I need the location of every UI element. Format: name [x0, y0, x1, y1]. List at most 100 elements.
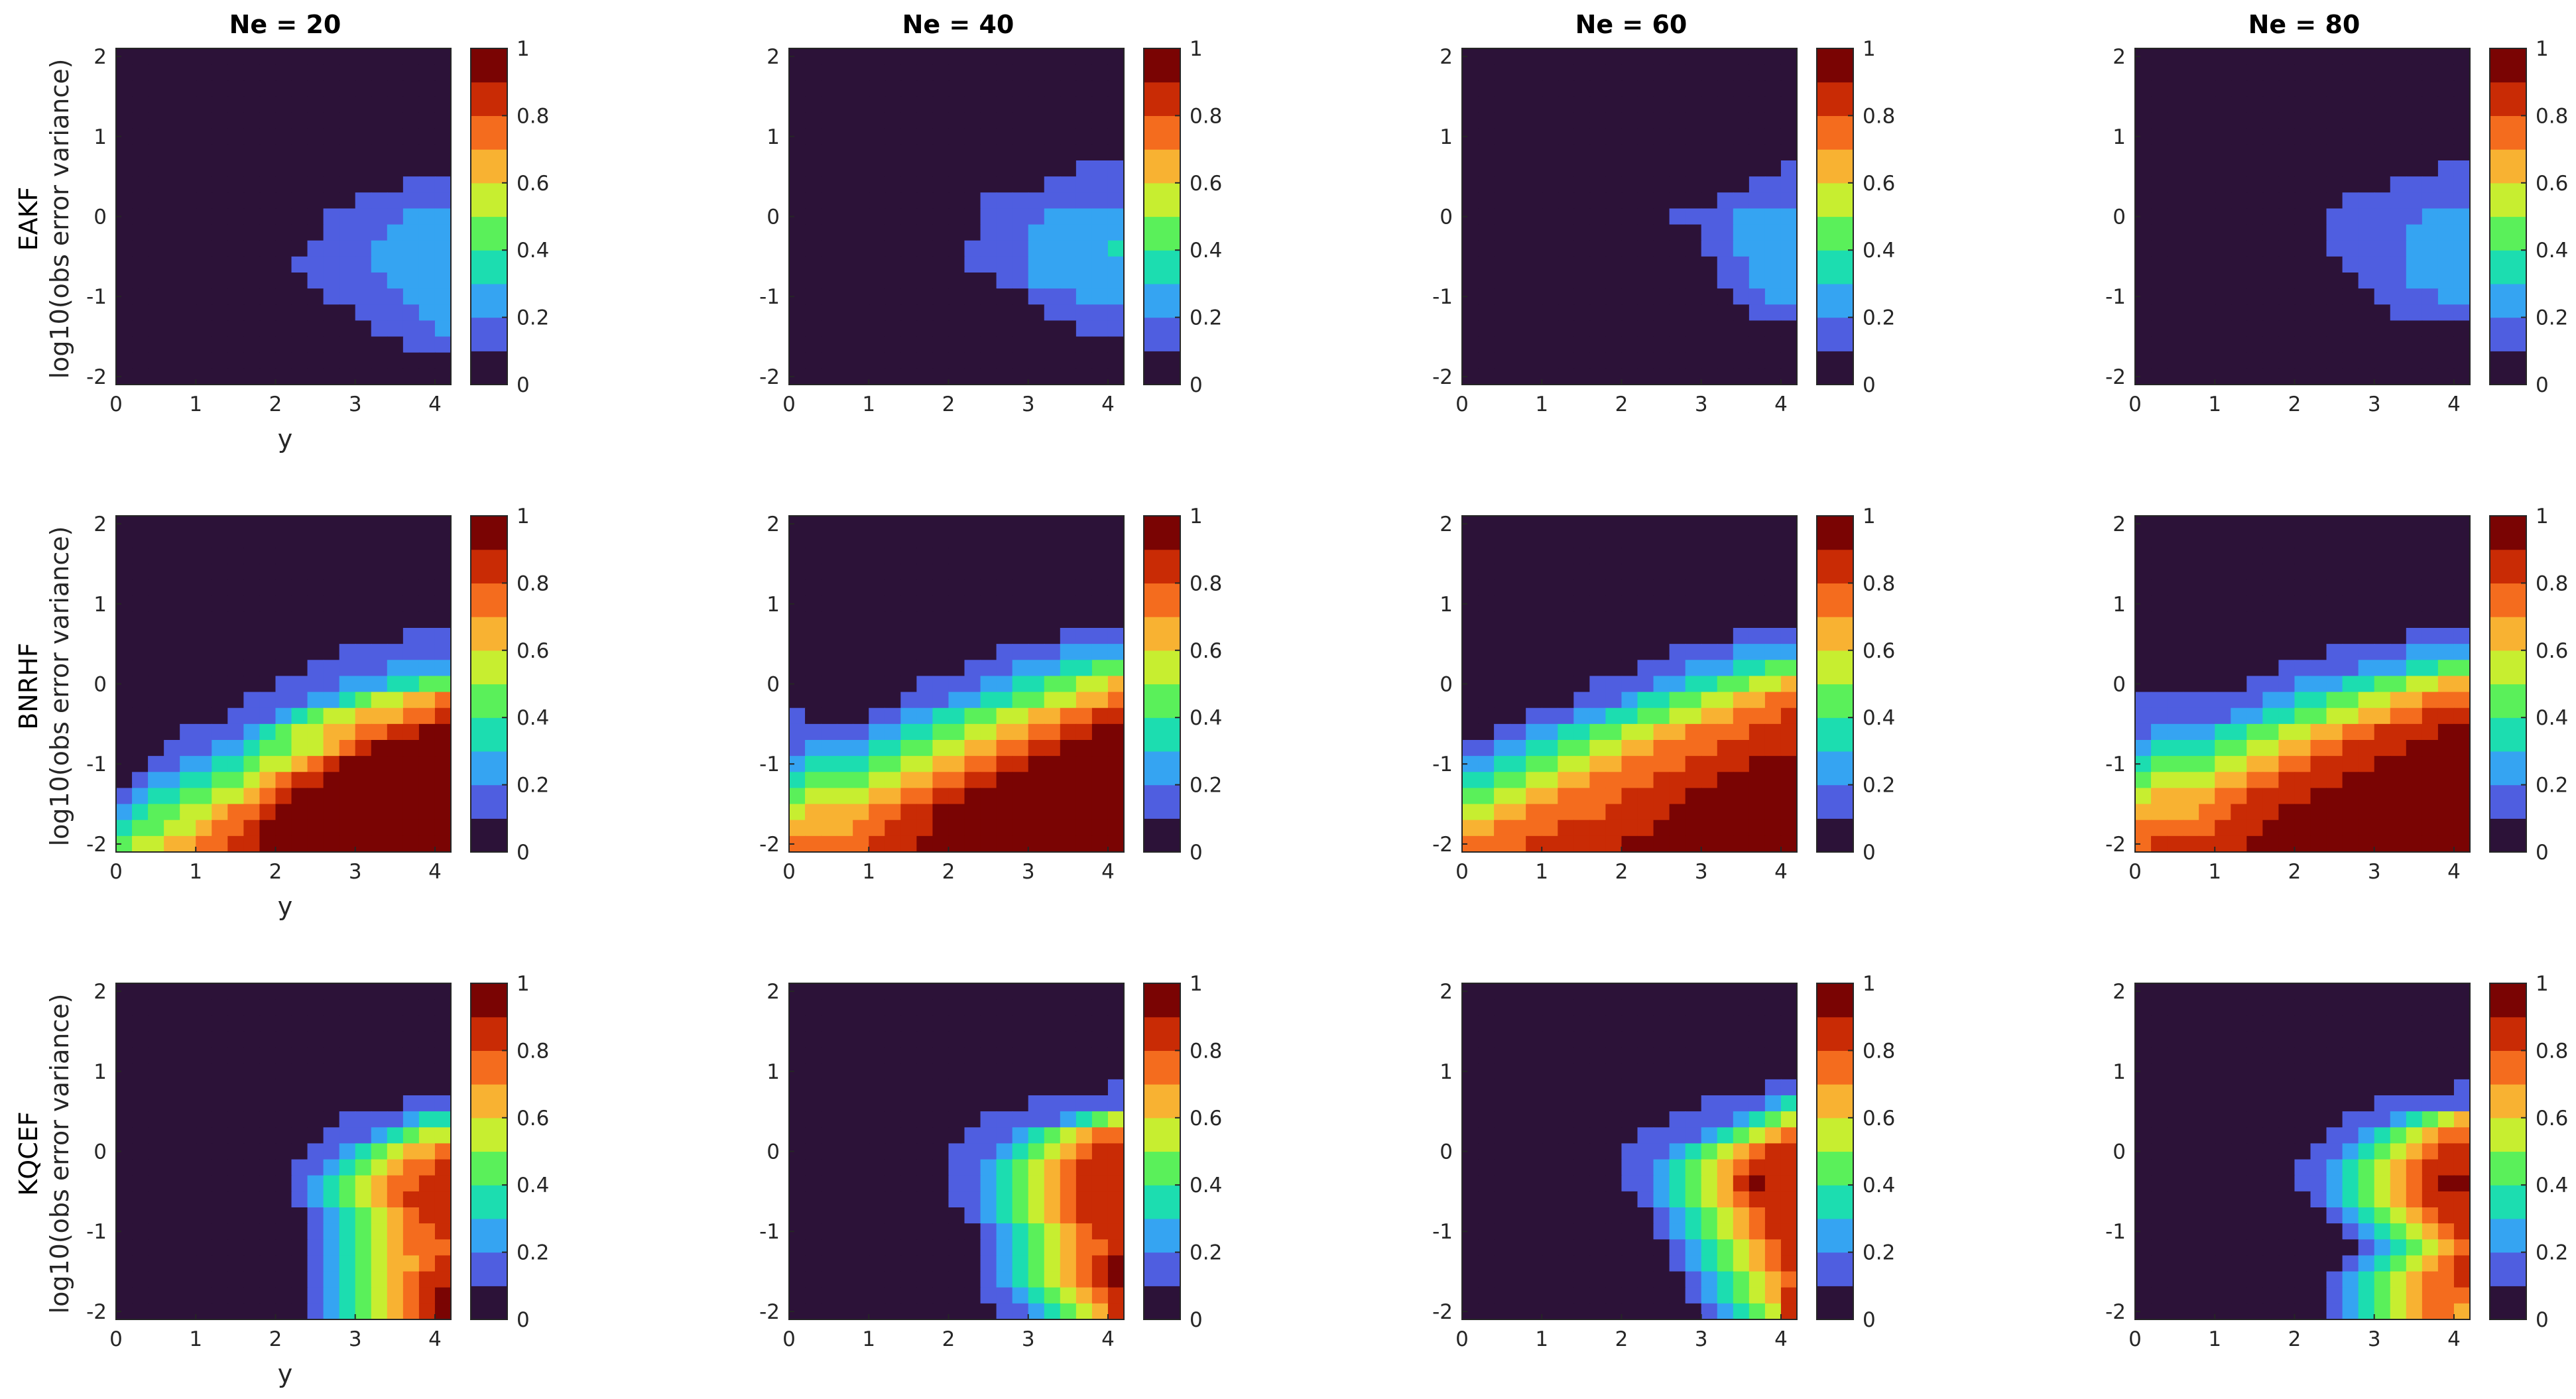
heatmap-cell — [916, 772, 934, 789]
heatmap-cell — [387, 96, 404, 113]
heatmap-cell — [196, 611, 213, 629]
heatmap-cell — [1764, 723, 1782, 741]
heatmap-cell — [275, 368, 292, 385]
heatmap-cell — [1605, 516, 1623, 532]
heatmap-cell — [1573, 304, 1591, 322]
heatmap-cell — [2390, 579, 2407, 597]
colorbar-tick-label: 1 — [517, 37, 530, 61]
heatmap-cell — [259, 692, 276, 709]
heatmap-cell — [2135, 224, 2152, 241]
heatmap-cell — [916, 368, 934, 385]
heatmap-cell — [1589, 628, 1607, 644]
heatmap-cell — [371, 208, 388, 225]
colorbar-segment — [1144, 617, 1180, 651]
heatmap-cell — [1478, 516, 1495, 532]
heatmap-cell — [307, 707, 324, 725]
heatmap-cell — [2342, 176, 2359, 194]
heatmap-cell — [1012, 788, 1029, 805]
heatmap-cell — [1573, 723, 1591, 741]
heatmap-cell — [837, 772, 853, 789]
heatmap-cell — [2406, 676, 2423, 693]
heatmap-cell — [1573, 548, 1591, 565]
heatmap-cell — [2310, 644, 2327, 661]
heatmap-cell — [1701, 548, 1718, 565]
heatmap-cell — [196, 772, 213, 789]
heatmap-cell — [434, 1063, 452, 1080]
heatmap-cell — [1733, 336, 1750, 353]
heatmap-cell — [434, 820, 452, 837]
heatmap-cell — [2437, 756, 2455, 773]
heatmap-cell — [1060, 1255, 1077, 1272]
heatmap-cell — [291, 1015, 308, 1032]
heatmap-cell — [1542, 579, 1559, 597]
heatmap-cell — [180, 1191, 197, 1208]
heatmap-cell — [196, 224, 213, 241]
heatmap-cell — [2422, 516, 2439, 532]
heatmap-cell — [789, 144, 806, 161]
heatmap-cell — [1780, 320, 1798, 337]
heatmap-cell — [1510, 320, 1526, 337]
heatmap-cell — [1764, 208, 1782, 225]
heatmap-cell — [275, 532, 292, 549]
heatmap-cell — [1091, 1143, 1109, 1160]
heatmap-cell — [1478, 548, 1495, 565]
heatmap-cell — [1637, 256, 1654, 273]
heatmap-cell — [1494, 835, 1510, 853]
heatmap-cell — [948, 1079, 965, 1096]
heatmap-cell — [291, 1143, 308, 1160]
heatmap-cell — [275, 1271, 292, 1288]
heatmap-cell — [1075, 1127, 1093, 1144]
heatmap-cell — [323, 1047, 340, 1064]
heatmap-cell — [402, 611, 420, 629]
heatmap-cell — [339, 273, 356, 289]
heatmap-cell — [259, 368, 276, 385]
heatmap-cell — [323, 740, 340, 757]
heatmap-cell — [885, 1031, 902, 1048]
heatmap-cell — [1494, 160, 1510, 177]
heatmap-cell — [2374, 288, 2391, 306]
heatmap-cell — [1542, 368, 1559, 385]
colorbar-segment — [1144, 182, 1180, 217]
heatmap-cell — [164, 835, 180, 853]
heatmap-cell — [1462, 176, 1479, 194]
heatmap-cell — [434, 1143, 452, 1160]
colorbar-segment — [471, 1252, 507, 1286]
heatmap-cell — [1510, 352, 1526, 369]
heatmap-cell — [2199, 144, 2216, 161]
heatmap-cell — [2262, 112, 2280, 129]
heatmap-cell — [291, 160, 308, 177]
heatmap-cell — [1685, 192, 1702, 210]
heatmap-cell — [1542, 740, 1559, 757]
heatmap-cell — [1044, 1255, 1061, 1272]
heatmap-cell — [1701, 983, 1718, 1000]
heatmap-cell — [418, 192, 436, 210]
heatmap-cell — [1107, 112, 1125, 129]
heatmap-cell — [2310, 595, 2327, 613]
heatmap-cell — [853, 1223, 870, 1241]
heatmap-cell — [1012, 772, 1029, 789]
heatmap-cell — [2183, 692, 2199, 709]
heatmap-cell — [259, 336, 276, 353]
heatmap-cell — [355, 1159, 372, 1176]
heatmap-cell — [434, 304, 452, 322]
heatmap-cell — [132, 756, 149, 773]
heatmap-cell — [402, 208, 420, 225]
heatmap-cell — [789, 804, 806, 821]
heatmap-cell — [1075, 1079, 1093, 1096]
heatmap-cell — [948, 1191, 965, 1208]
heatmap-cell — [1748, 352, 1766, 369]
heatmap-cell — [2262, 532, 2280, 549]
heatmap-cell — [869, 208, 886, 225]
heatmap-cell — [1542, 983, 1559, 1000]
heatmap-cell — [2437, 80, 2455, 97]
heatmap-cell — [1669, 128, 1686, 145]
heatmap-cell — [1653, 660, 1670, 677]
heatmap-cell — [1637, 160, 1654, 177]
heatmap-cell — [1605, 320, 1623, 337]
heatmap-cell — [1526, 983, 1543, 1000]
heatmap-cell — [434, 336, 452, 353]
heatmap-cell — [196, 128, 213, 145]
heatmap-cell — [2326, 628, 2343, 644]
heatmap-cell — [243, 256, 261, 273]
heatmap-cell — [1526, 707, 1543, 725]
